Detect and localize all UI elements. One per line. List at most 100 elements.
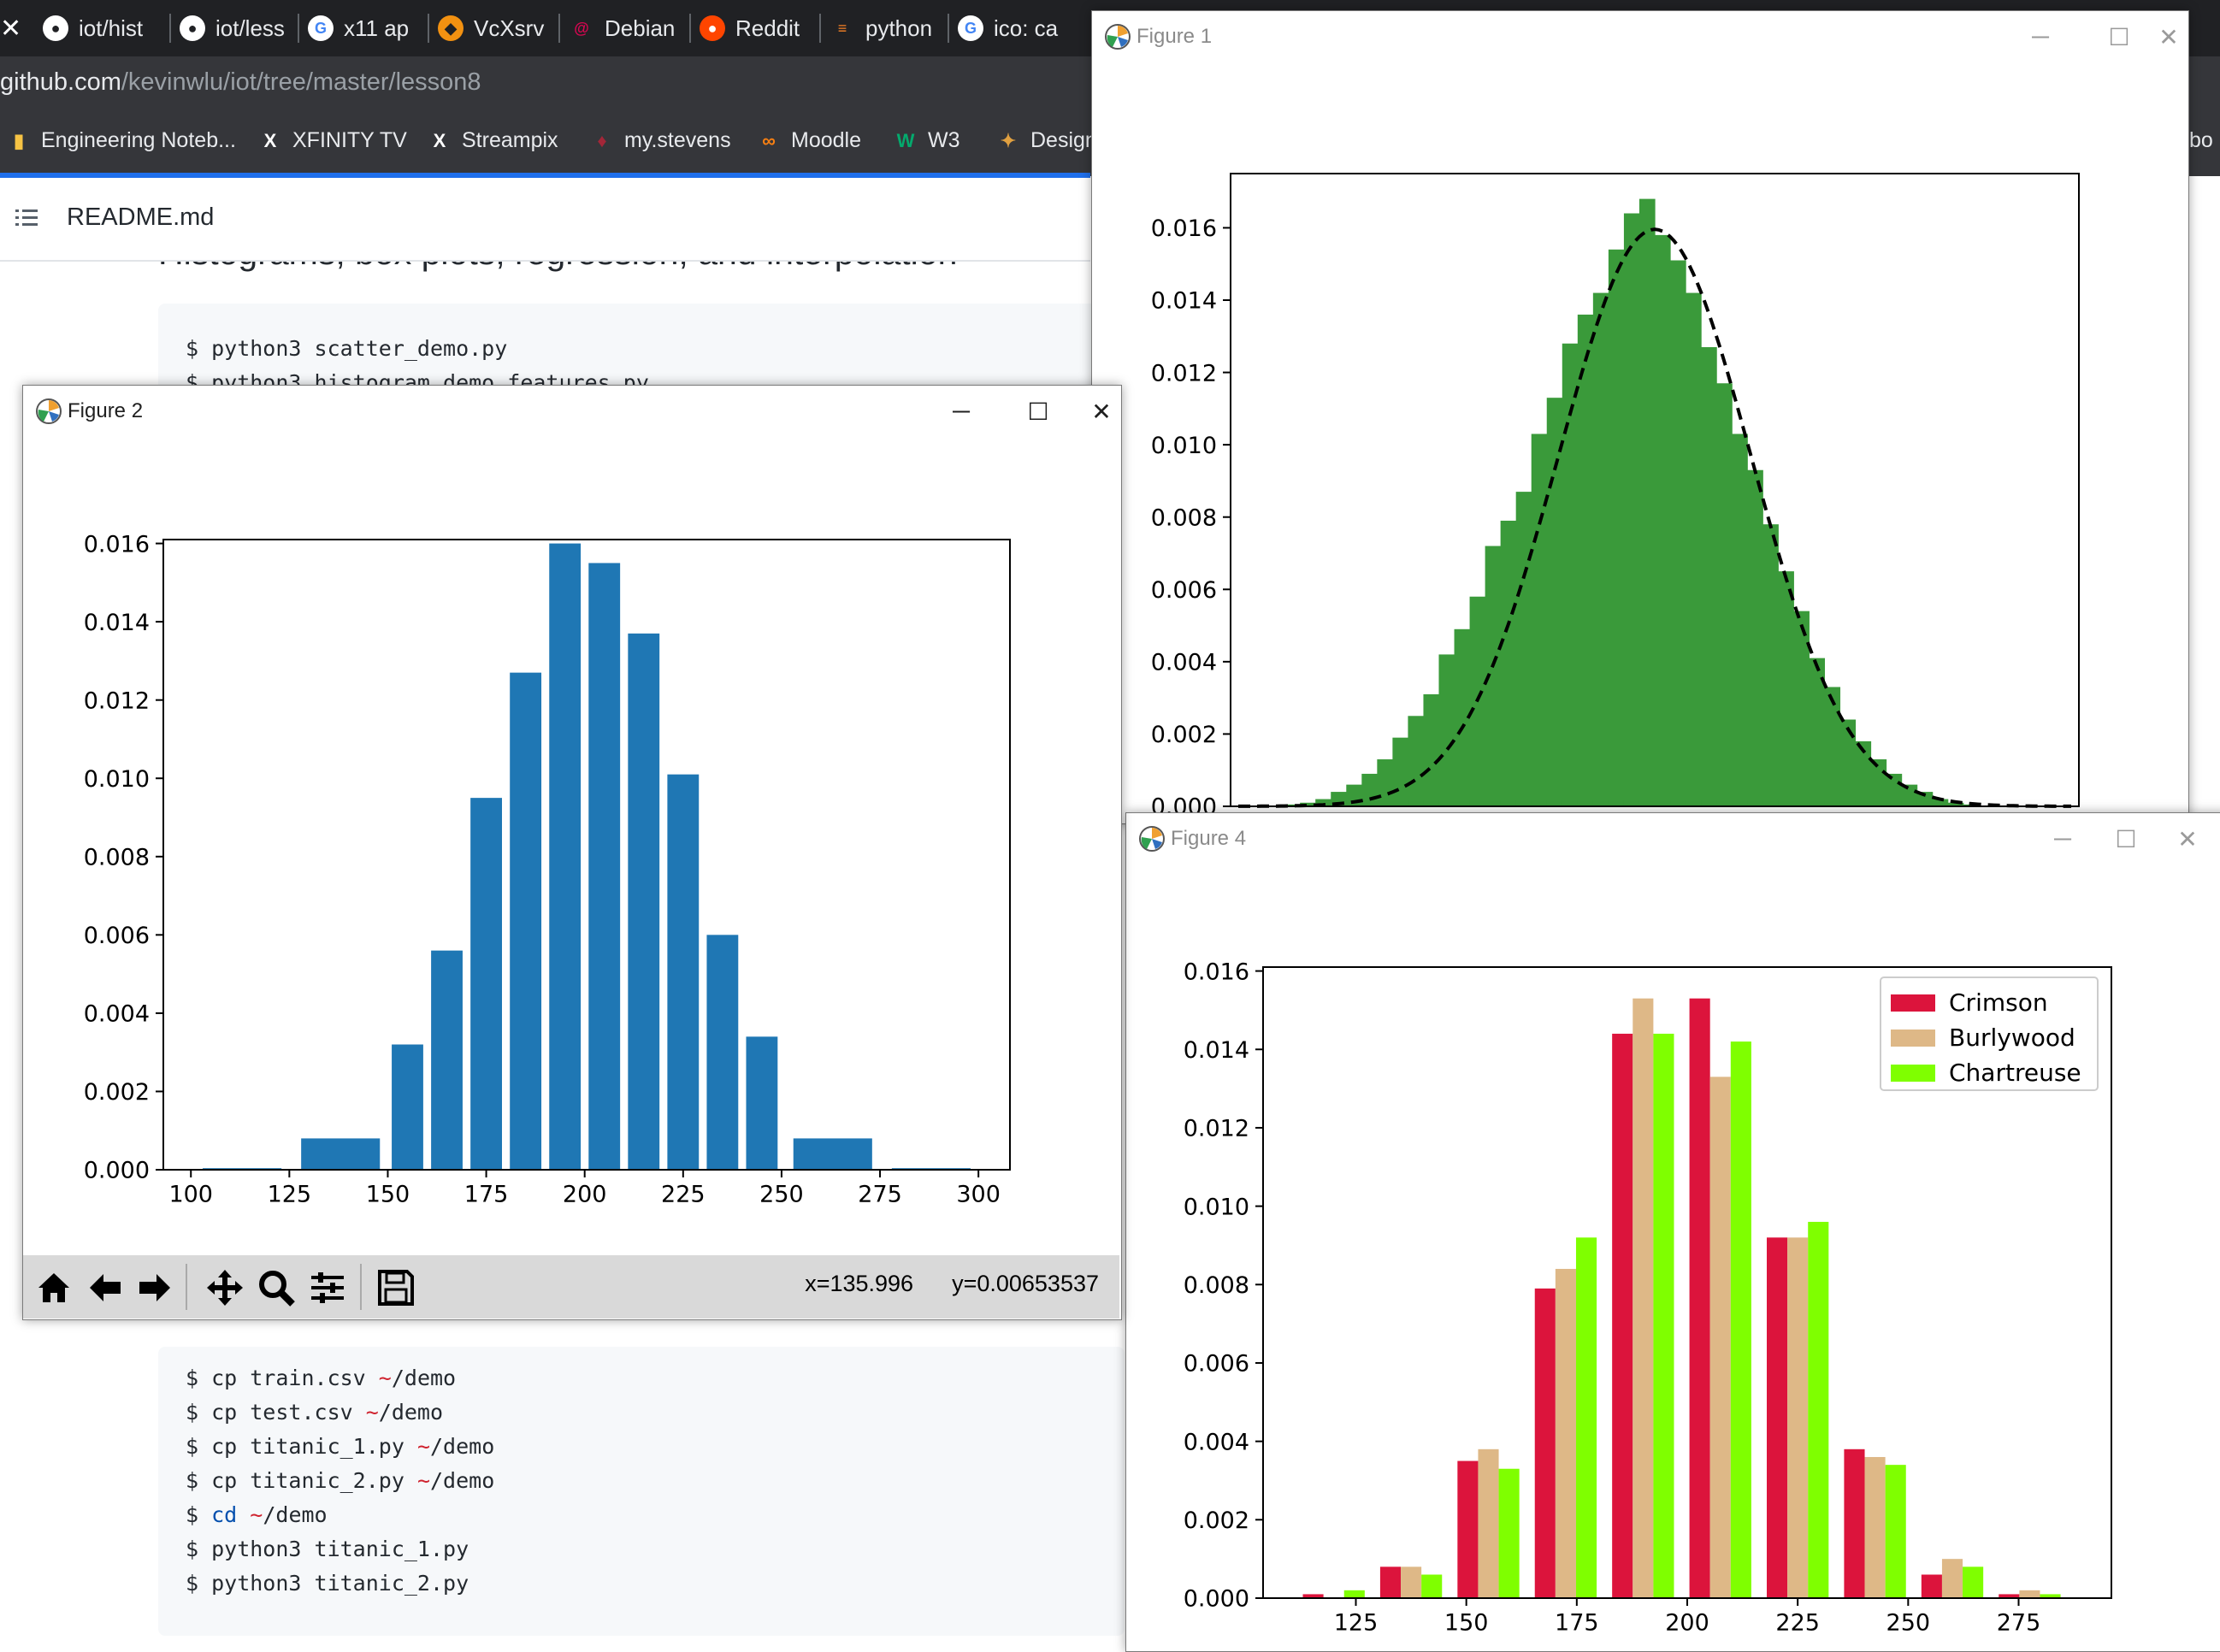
histogram-bar [1609, 250, 1625, 806]
url-path: /kevinwlu/iot/tree/master/lesson8 [121, 68, 481, 96]
reddit-icon: ● [700, 15, 725, 41]
histogram-bar [1547, 398, 1563, 806]
x-tick-label: 100 [168, 1181, 213, 1207]
grouped-bar [1710, 1077, 1731, 1598]
browser-tab-label: iot/less [216, 15, 285, 42]
histogram-bar [1732, 434, 1748, 806]
grouped-bar [1690, 999, 1710, 1598]
forward-icon[interactable] [133, 1266, 177, 1310]
x-tick-label: 150 [366, 1181, 410, 1207]
figure4-chart[interactable]: 0.0000.0020.0040.0060.0080.0100.0120.014… [1126, 864, 2220, 1651]
browser-tab[interactable]: ●Reddit [700, 7, 819, 50]
y-tick-label: 0.006 [84, 923, 150, 949]
browser-tab[interactable]: ≡python [830, 7, 949, 50]
bookmark-label: Streampix [462, 128, 558, 153]
zoom-icon[interactable] [254, 1266, 298, 1310]
bookmark-label: XFINITY TV [292, 128, 407, 153]
browser-tab-label: Debian [605, 15, 675, 42]
bookmark-label: Engineering Noteb... [41, 128, 236, 153]
github-icon: ● [43, 15, 68, 41]
figure2-title: Figure 2 [68, 399, 143, 423]
code-line: $ python3 titanic_2.py [186, 1571, 469, 1596]
y-tick-label: 0.004 [1184, 1429, 1249, 1455]
browser-tab[interactable]: @Debian [569, 7, 688, 50]
figure1-chart[interactable]: 0.0000.0020.0040.0060.0080.0100.0120.014… [1092, 62, 2188, 823]
minimize-icon[interactable]: ─ [2043, 822, 2082, 856]
configure-subplots-icon[interactable] [305, 1266, 350, 1310]
close-icon[interactable]: ✕ [2168, 822, 2207, 856]
y-tick-label: 0.010 [1151, 433, 1217, 459]
figure1-titlebar[interactable]: Figure 1 ─ ☐ ✕ [1092, 11, 2188, 62]
maximize-icon[interactable]: ☐ [2106, 822, 2146, 856]
x-tick-label: 250 [1886, 1609, 1931, 1636]
bookmark-item[interactable]: ∞Moodle [757, 128, 861, 153]
histogram-bar [1532, 434, 1548, 806]
maximize-icon[interactable]: ☐ [2099, 20, 2139, 54]
histogram-bar [392, 1045, 423, 1170]
code-tilde: ~ [417, 1434, 430, 1459]
back-icon[interactable] [83, 1266, 127, 1310]
matplotlib-icon [1104, 23, 1131, 50]
histogram-bar [1624, 214, 1640, 806]
bookmark-item[interactable]: ✦Design [996, 128, 1097, 153]
save-icon[interactable] [374, 1266, 418, 1310]
figure4-titlebar[interactable]: Figure 4 ─ ☐ ✕ [1126, 813, 2220, 864]
list-icon[interactable] [14, 205, 39, 231]
histogram-bar [1871, 759, 1887, 806]
histogram-bar [1361, 774, 1378, 806]
minimize-icon[interactable]: ─ [2021, 20, 2060, 54]
y-tick-label: 0.014 [84, 610, 150, 636]
y-tick-label: 0.014 [1151, 288, 1217, 315]
home-icon[interactable] [32, 1266, 76, 1310]
histogram-bar [1423, 694, 1439, 806]
figure2-chart[interactable]: 0.0000.0020.0040.0060.0080.0100.0120.014… [23, 437, 1121, 1255]
histogram-bar [794, 1138, 872, 1170]
histogram-bar [470, 798, 502, 1170]
histogram-bar [301, 1138, 380, 1170]
browser-tab[interactable]: ◆VcXsrv [438, 7, 558, 50]
browser-tab[interactable]: ●iot/less [180, 7, 299, 50]
google-icon: G [308, 15, 334, 41]
maximize-icon[interactable]: ☐ [1018, 394, 1058, 428]
close-tab-icon[interactable]: ✕ [0, 7, 26, 50]
grouped-bar [1535, 1289, 1556, 1598]
url-text[interactable]: github.com/kevinwlu/iot/tree/master/less… [0, 68, 481, 97]
browser-tab[interactable]: ●iot/hist [43, 7, 162, 50]
histogram-bar [1716, 383, 1733, 806]
histogram-bar [1578, 315, 1594, 806]
close-icon[interactable]: ✕ [2149, 20, 2188, 54]
code-line: $ cp titanic_1.py ~/demo [186, 1434, 494, 1459]
grouped-bar [1808, 1222, 1828, 1598]
browser-tab-label: python [865, 15, 932, 42]
figure2-titlebar[interactable]: Figure 2 ─ ☐ ✕ [23, 386, 1121, 437]
legend-swatch [1891, 1065, 1935, 1082]
readme-title: README.md [67, 204, 214, 232]
x-tick-label: 125 [268, 1181, 312, 1207]
tab-separator [689, 14, 691, 43]
x-tick-label: 175 [1555, 1609, 1599, 1636]
close-icon[interactable]: ✕ [1082, 394, 1121, 428]
bookmark-item[interactable]: ♦my.stevens [590, 128, 731, 153]
bookmark-item[interactable]: ▮Engineering Noteb... [7, 128, 236, 153]
histogram-bar [1902, 785, 1918, 806]
histogram-bar [1762, 524, 1779, 806]
grouped-bar [1556, 1269, 1576, 1598]
histogram-bar [1701, 347, 1717, 806]
histogram-bar [1793, 611, 1810, 806]
y-tick-label: 0.008 [1151, 504, 1217, 531]
minimize-icon[interactable]: ─ [942, 394, 981, 428]
pan-icon[interactable] [203, 1266, 247, 1310]
histogram-bar [1516, 492, 1532, 806]
bookmark-overflow[interactable]: bo [2189, 128, 2213, 153]
